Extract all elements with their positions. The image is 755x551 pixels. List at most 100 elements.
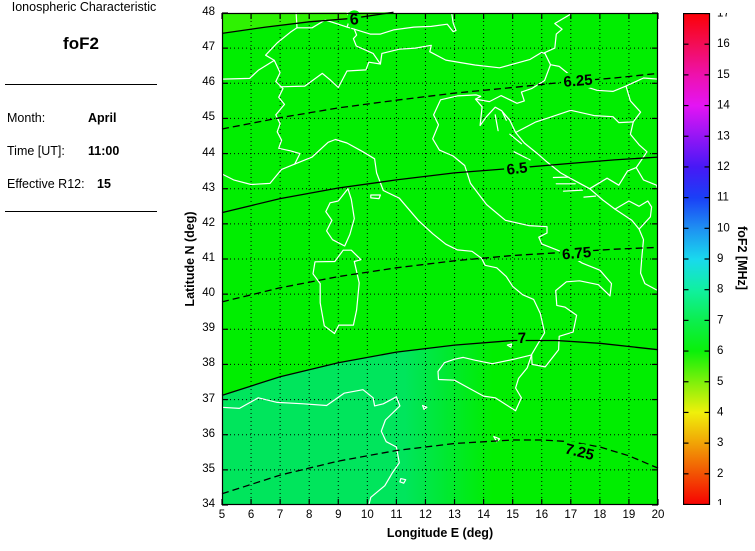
coastline xyxy=(494,114,499,132)
y-tick-label: 37 xyxy=(202,392,215,405)
contour-label-6.75: 6.75 xyxy=(561,244,592,263)
x-tick-label: 5 xyxy=(218,509,226,521)
coastline xyxy=(501,111,507,121)
coastline xyxy=(513,151,531,161)
coastline xyxy=(273,59,301,165)
coastline xyxy=(562,189,583,192)
band-below-7 xyxy=(222,340,658,505)
colorbar-tick-label: 6 xyxy=(717,345,723,357)
contour-6.25 xyxy=(221,72,659,130)
coastline xyxy=(422,404,428,410)
panel-title: Ionospheric Characteristic xyxy=(11,0,157,14)
x-tick-label: 8 xyxy=(305,509,313,521)
contour-6.75 xyxy=(221,246,659,303)
month-value: April xyxy=(88,111,117,125)
time-label: Time [UT]: xyxy=(7,144,65,158)
divider xyxy=(5,84,157,85)
contour-label-6.25: 6.25 xyxy=(563,71,594,90)
colorbar: 1 2 3 4 5 6 7 8 9 10 11 12 13 14 15 16 17 xyxy=(682,8,755,511)
colorbar-tick-label: 14 xyxy=(717,100,730,112)
coastline xyxy=(474,64,552,104)
r12-value: 15 xyxy=(97,177,111,191)
colorbar-ticks xyxy=(683,12,710,506)
x-axis-label: Longitude E (deg) xyxy=(386,526,494,540)
coastline xyxy=(353,11,457,35)
colorbar-label: foF2 [MHz] xyxy=(735,226,749,290)
colorbar-tick-label: 3 xyxy=(717,437,723,449)
y-tick-label: 43 xyxy=(202,181,215,194)
x-tick-label: 12 xyxy=(419,509,432,521)
coastline xyxy=(625,77,659,87)
coastline xyxy=(583,195,597,198)
x-tick-label: 9 xyxy=(335,509,342,521)
contour-6.5 xyxy=(221,156,659,214)
y-axis-label: Latitude N (deg) xyxy=(183,211,197,307)
colorbar-tick-label: 4 xyxy=(717,406,724,418)
coastline xyxy=(493,435,501,443)
colorbar-tick-label: 1 xyxy=(717,499,723,506)
x-tick-label: 15 xyxy=(506,509,520,521)
y-tick-label: 41 xyxy=(202,252,215,264)
coastline xyxy=(544,11,659,192)
coastline xyxy=(589,167,637,190)
coastline xyxy=(437,354,533,412)
r12-label: Effective R12: xyxy=(7,177,85,191)
y-tick-label: 34 xyxy=(202,498,215,510)
x-tick-label: 13 xyxy=(448,509,461,521)
colorbar-tick-label: 11 xyxy=(717,192,729,204)
x-tick-label: 11 xyxy=(390,509,403,521)
y-tick-label: 48 xyxy=(202,6,215,18)
colorbar-tick-label: 7 xyxy=(717,314,723,326)
month-label: Month: xyxy=(7,111,46,125)
contour-label-6.5: 6.5 xyxy=(506,159,529,178)
band-above-6 xyxy=(222,12,394,34)
contour-6 xyxy=(221,11,394,35)
coastline xyxy=(312,249,362,335)
y-tick-label: 40 xyxy=(202,287,215,300)
colorbar-tick-label: 5 xyxy=(717,376,723,388)
colorbar-tick-label: 9 xyxy=(717,253,723,265)
coastline xyxy=(295,11,298,29)
x-tick-label: 18 xyxy=(593,509,607,521)
x-tick-label: 17 xyxy=(564,509,578,521)
coastline xyxy=(221,94,658,368)
y-tick-label: 35 xyxy=(202,462,215,475)
colorbar-tick-label: 10 xyxy=(717,222,730,234)
contour-label-7: 7 xyxy=(518,330,527,347)
x-tick-label: 16 xyxy=(535,509,549,521)
coastline xyxy=(506,343,513,348)
coastline xyxy=(346,11,351,28)
y-tick-label: 39 xyxy=(202,322,215,335)
colorbar-tick-label: 15 xyxy=(717,69,730,81)
x-tick-label: 20 xyxy=(651,509,665,521)
coastline xyxy=(399,478,407,484)
plot-border xyxy=(221,12,659,506)
time-value: 11:00 xyxy=(88,144,120,158)
y-tick-label: 36 xyxy=(202,427,215,440)
colorbar-tick-label: 8 xyxy=(717,284,723,296)
coastline xyxy=(614,200,653,230)
colorbar-tick-label: 13 xyxy=(717,130,730,142)
grid-lines xyxy=(222,13,658,505)
contour-7.25 xyxy=(221,439,659,495)
contour-lines xyxy=(221,11,659,495)
contour-7 xyxy=(221,339,659,397)
colorbar-tick-label: 2 xyxy=(717,468,723,480)
divider xyxy=(5,211,157,212)
x-tick-label: 19 xyxy=(622,509,636,521)
y-tick-label: 38 xyxy=(202,357,215,370)
x-tick-label: 7 xyxy=(276,509,284,521)
coastlines xyxy=(221,11,659,506)
coastline xyxy=(221,389,401,506)
colorbar-tick-label: 16 xyxy=(717,38,730,50)
colorbar-tick-label: 12 xyxy=(717,161,730,173)
x-tick-label: 10 xyxy=(360,509,374,521)
y-tick-label: 42 xyxy=(202,216,215,229)
x-tick-label: 14 xyxy=(477,509,490,521)
y-tick-label: 46 xyxy=(202,76,215,89)
coastline xyxy=(370,194,381,200)
coastline xyxy=(509,133,522,145)
